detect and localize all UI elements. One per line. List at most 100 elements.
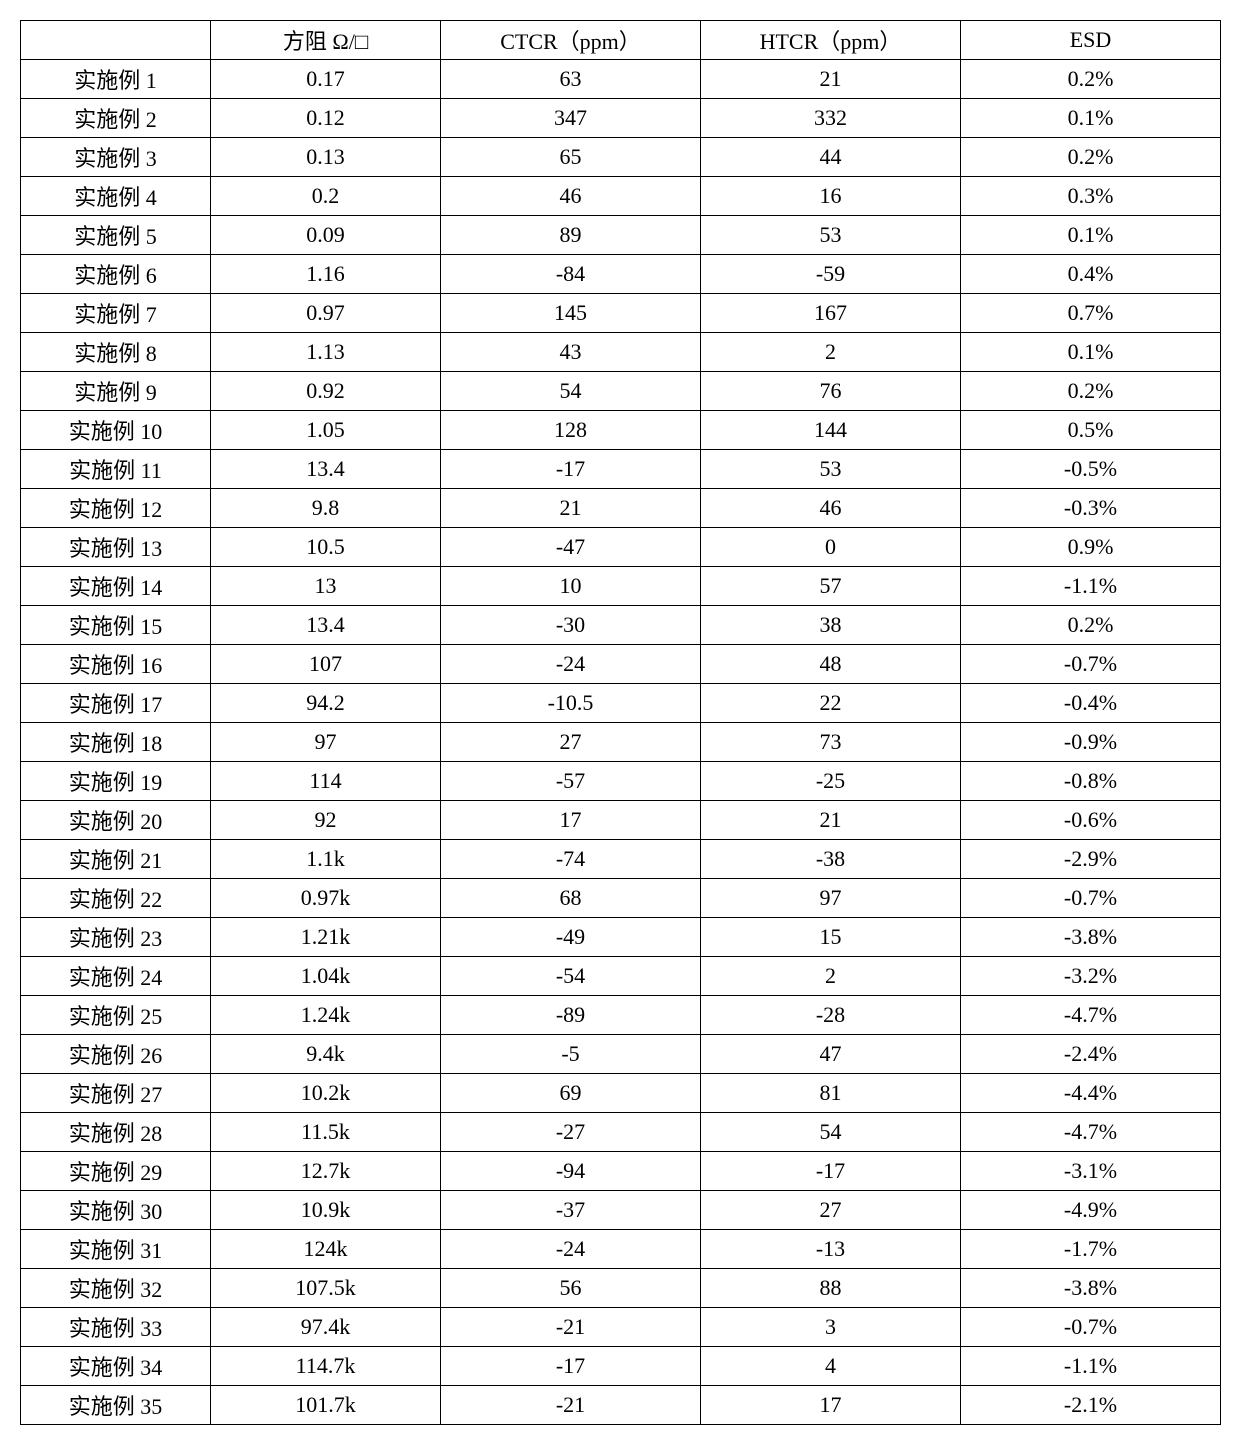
row-label: 实施例 28 xyxy=(21,1113,211,1152)
table-row: 实施例 50.0989530.1% xyxy=(21,216,1221,255)
cell-value: -17 xyxy=(701,1152,961,1191)
cell-value: -59 xyxy=(701,255,961,294)
row-label: 实施例 3 xyxy=(21,138,211,177)
cell-value: 11.5k xyxy=(211,1113,441,1152)
cell-value: 0.9% xyxy=(961,528,1221,567)
cell-value: 0.92 xyxy=(211,372,441,411)
cell-value: -3.8% xyxy=(961,918,1221,957)
cell-value: 21 xyxy=(701,801,961,840)
cell-value: 0.97k xyxy=(211,879,441,918)
table-row: 实施例 1310.5-4700.9% xyxy=(21,528,1221,567)
cell-value: 0.1% xyxy=(961,99,1221,138)
cell-value: 0.2 xyxy=(211,177,441,216)
cell-value: 13.4 xyxy=(211,606,441,645)
table-row: 实施例 14131057-1.1% xyxy=(21,567,1221,606)
cell-value: -49 xyxy=(441,918,701,957)
row-label: 实施例 14 xyxy=(21,567,211,606)
row-label: 实施例 24 xyxy=(21,957,211,996)
cell-value: 0 xyxy=(701,528,961,567)
cell-value: -27 xyxy=(441,1113,701,1152)
cell-value: 22 xyxy=(701,684,961,723)
table-row: 实施例 10.1763210.2% xyxy=(21,60,1221,99)
table-row: 实施例 3010.9k-3727-4.9% xyxy=(21,1191,1221,1230)
row-label: 实施例 15 xyxy=(21,606,211,645)
cell-value: -0.7% xyxy=(961,645,1221,684)
cell-value: 47 xyxy=(701,1035,961,1074)
cell-value: -3.2% xyxy=(961,957,1221,996)
cell-value: 3 xyxy=(701,1308,961,1347)
table-row: 实施例 20.123473320.1% xyxy=(21,99,1221,138)
cell-value: 44 xyxy=(701,138,961,177)
cell-value: 0.3% xyxy=(961,177,1221,216)
cell-value: -1.7% xyxy=(961,1230,1221,1269)
cell-value: 0.13 xyxy=(211,138,441,177)
cell-value: 46 xyxy=(701,489,961,528)
cell-value: 0.17 xyxy=(211,60,441,99)
cell-value: 1.16 xyxy=(211,255,441,294)
cell-value: -0.9% xyxy=(961,723,1221,762)
table-row: 实施例 30.1365440.2% xyxy=(21,138,1221,177)
cell-value: 13.4 xyxy=(211,450,441,489)
table-row: 实施例 61.16-84-590.4% xyxy=(21,255,1221,294)
cell-value: 114.7k xyxy=(211,1347,441,1386)
col-header-htcr: HTCR（ppm） xyxy=(701,21,961,60)
cell-value: 53 xyxy=(701,450,961,489)
table-row: 实施例 211.1k-74-38-2.9% xyxy=(21,840,1221,879)
cell-value: -3.8% xyxy=(961,1269,1221,1308)
row-label: 实施例 1 xyxy=(21,60,211,99)
table-row: 实施例 16107-2448-0.7% xyxy=(21,645,1221,684)
row-label: 实施例 9 xyxy=(21,372,211,411)
row-label: 实施例 29 xyxy=(21,1152,211,1191)
table-row: 实施例 2811.5k-2754-4.7% xyxy=(21,1113,1221,1152)
cell-value: 10.2k xyxy=(211,1074,441,1113)
cell-value: 21 xyxy=(701,60,961,99)
col-header-blank xyxy=(21,21,211,60)
table-row: 实施例 241.04k-542-3.2% xyxy=(21,957,1221,996)
cell-value: 2 xyxy=(701,333,961,372)
table-row: 实施例 2912.7k-94-17-3.1% xyxy=(21,1152,1221,1191)
cell-value: 27 xyxy=(701,1191,961,1230)
cell-value: 347 xyxy=(441,99,701,138)
cell-value: -10.5 xyxy=(441,684,701,723)
table-row: 实施例 2710.2k6981-4.4% xyxy=(21,1074,1221,1113)
cell-value: -21 xyxy=(441,1386,701,1425)
cell-value: 0.2% xyxy=(961,372,1221,411)
cell-value: -74 xyxy=(441,840,701,879)
cell-value: 0.1% xyxy=(961,216,1221,255)
cell-value: -2.9% xyxy=(961,840,1221,879)
cell-value: 15 xyxy=(701,918,961,957)
cell-value: 0.7% xyxy=(961,294,1221,333)
cell-value: 0.1% xyxy=(961,333,1221,372)
table-row: 实施例 129.82146-0.3% xyxy=(21,489,1221,528)
cell-value: 0.12 xyxy=(211,99,441,138)
row-label: 实施例 33 xyxy=(21,1308,211,1347)
row-label: 实施例 34 xyxy=(21,1347,211,1386)
cell-value: 21 xyxy=(441,489,701,528)
row-label: 实施例 17 xyxy=(21,684,211,723)
cell-value: 145 xyxy=(441,294,701,333)
cell-value: -2.1% xyxy=(961,1386,1221,1425)
row-label: 实施例 6 xyxy=(21,255,211,294)
cell-value: 38 xyxy=(701,606,961,645)
table-row: 实施例 20921721-0.6% xyxy=(21,801,1221,840)
cell-value: -38 xyxy=(701,840,961,879)
table-row: 实施例 1113.4-1753-0.5% xyxy=(21,450,1221,489)
table-row: 实施例 220.97k6897-0.7% xyxy=(21,879,1221,918)
cell-value: 43 xyxy=(441,333,701,372)
cell-value: 101.7k xyxy=(211,1386,441,1425)
cell-value: -5 xyxy=(441,1035,701,1074)
row-label: 实施例 32 xyxy=(21,1269,211,1308)
cell-value: 9.4k xyxy=(211,1035,441,1074)
cell-value: 69 xyxy=(441,1074,701,1113)
cell-value: -4.4% xyxy=(961,1074,1221,1113)
col-header-sheet-resistance: 方阻 Ω/□ xyxy=(211,21,441,60)
row-label: 实施例 26 xyxy=(21,1035,211,1074)
cell-value: 9.8 xyxy=(211,489,441,528)
cell-value: -24 xyxy=(441,1230,701,1269)
row-label: 实施例 10 xyxy=(21,411,211,450)
cell-value: 76 xyxy=(701,372,961,411)
cell-value: 65 xyxy=(441,138,701,177)
row-label: 实施例 19 xyxy=(21,762,211,801)
cell-value: 0.2% xyxy=(961,138,1221,177)
cell-value: 54 xyxy=(441,372,701,411)
